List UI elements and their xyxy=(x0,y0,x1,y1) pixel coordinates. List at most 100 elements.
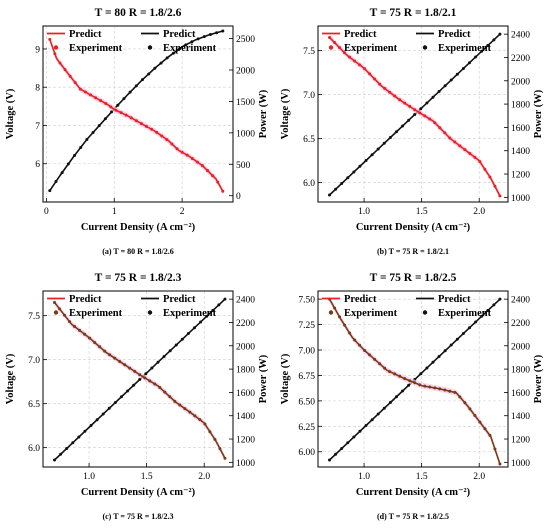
voltage-experiment-point xyxy=(378,82,382,86)
voltage-predict-line xyxy=(49,39,224,192)
legend: Predict Experiment Predict Experiment xyxy=(322,294,492,319)
chart-panel-c: T = 75 R = 1.8/2.3 1.0 1.5 2.0 6.0 6.5 7.0 7.5 1… xyxy=(0,265,275,529)
legend: Predict Experiment Predict Experiment xyxy=(322,29,492,54)
y-left-axis-label: Voltage (V) xyxy=(5,353,16,404)
legend-label: Experiment xyxy=(163,43,217,54)
voltage-experiment-point xyxy=(383,86,387,90)
power-experiment-point xyxy=(110,110,114,114)
legend-point-swatch xyxy=(147,45,153,50)
y-right-tick-label: 1400 xyxy=(511,147,530,157)
figure-caption: (b) T = 75 R = 1.8/2.1 xyxy=(377,247,449,256)
power-experiment-point xyxy=(60,171,64,175)
legend-label: Experiment xyxy=(69,43,123,54)
voltage-experiment-point xyxy=(493,184,497,188)
power-experiment-point xyxy=(486,309,490,313)
power-experiment-point xyxy=(401,389,405,393)
power-experiment-point xyxy=(401,124,405,128)
power-experiment-point xyxy=(89,424,93,428)
voltage-experiment-point xyxy=(358,343,362,347)
power-experiment-point xyxy=(431,360,435,364)
legend-label: Predict xyxy=(69,294,102,305)
voltage-experiment-point xyxy=(208,430,212,434)
chart-title: T = 75 R = 1.8/2.5 xyxy=(370,272,457,284)
power-experiment-point xyxy=(91,131,95,135)
voltage-experiment-point xyxy=(438,387,442,391)
voltage-experiment-point xyxy=(343,323,347,327)
y-left-tick-label: 8 xyxy=(35,84,40,94)
y-right-tick-label: 1000 xyxy=(236,459,255,469)
voltage-experiment-point xyxy=(483,427,487,431)
power-experiment-point xyxy=(211,309,215,313)
voltage-experiment-point xyxy=(468,151,472,155)
power-experiment-point xyxy=(437,355,441,359)
plot-frame xyxy=(317,290,509,468)
power-experiment-point xyxy=(407,118,411,122)
voltage-experiment-point xyxy=(203,422,207,426)
voltage-experiment-point xyxy=(155,130,159,134)
voltage-experiment-point xyxy=(134,119,138,123)
power-experiment-point xyxy=(156,360,160,364)
power-experiment-point xyxy=(116,103,120,107)
power-experiment-point xyxy=(431,95,435,99)
power-experiment-point xyxy=(103,117,107,121)
y-right-tick-label: 1600 xyxy=(236,389,255,399)
legend-label: Predict xyxy=(344,294,377,305)
voltage-experiment-point xyxy=(433,121,437,125)
power-experiment-point xyxy=(455,72,459,76)
power-experiment-point xyxy=(221,29,225,33)
voltage-experiment-point xyxy=(428,117,432,121)
y-left-tick-label: 7.5 xyxy=(28,312,40,322)
power-experiment-point xyxy=(340,182,344,186)
data-layer xyxy=(328,32,502,199)
x-axis-label: Current Density (A cm⁻²) xyxy=(356,487,471,498)
power-experiment-point xyxy=(122,97,126,101)
power-experiment-point xyxy=(474,320,478,324)
y-right-tick-label: 1000 xyxy=(511,194,530,204)
legend-point-swatch xyxy=(422,45,428,50)
power-experiment-point xyxy=(97,124,101,128)
voltage-experiment-point xyxy=(63,313,67,317)
voltage-experiment-point xyxy=(103,349,107,353)
power-experiment-point xyxy=(71,441,75,445)
y-right-tick-label: 1800 xyxy=(511,366,530,376)
power-experiment-point xyxy=(159,61,163,65)
power-experiment-point xyxy=(162,355,166,359)
power-experiment-point xyxy=(85,137,89,141)
power-experiment-point xyxy=(328,193,332,197)
power-experiment-point xyxy=(217,303,221,307)
legend-point-swatch xyxy=(328,45,334,50)
power-experiment-point xyxy=(334,187,338,191)
voltage-experiment-point xyxy=(488,175,492,179)
voltage-experiment-point xyxy=(448,136,452,140)
voltage-experiment-point xyxy=(153,382,157,386)
voltage-experiment-point xyxy=(221,189,225,193)
power-experiment-point xyxy=(153,66,157,70)
power-experiment-point xyxy=(425,101,429,105)
voltage-experiment-point xyxy=(63,68,67,72)
y-right-axis-label: Power (W) xyxy=(533,354,544,403)
power-experiment-point xyxy=(461,332,465,336)
y-left-tick-label: 6.00 xyxy=(298,448,315,458)
voltage-experiment-point xyxy=(170,142,174,146)
voltage-experiment-point xyxy=(83,332,87,336)
voltage-experiment-point xyxy=(413,381,417,385)
power-experiment-point xyxy=(190,40,194,44)
voltage-experiment-point xyxy=(453,390,457,394)
chart-title: T = 80 R = 1.8/2.6 xyxy=(95,7,182,19)
chart-panel-d: T = 75 R = 1.8/2.5 1.0 1.5 2.0 6.00 6.25 6.50 6… xyxy=(275,265,550,529)
power-experiment-point xyxy=(328,458,332,462)
voltage-experiment-point xyxy=(148,379,152,383)
voltage-experiment-point xyxy=(133,369,137,373)
power-experiment-point xyxy=(186,332,190,336)
plot-frame xyxy=(317,25,509,203)
y-left-tick-label: 6 xyxy=(35,160,40,170)
voltage-experiment-point xyxy=(53,300,57,304)
power-experiment-point xyxy=(461,67,465,71)
y-left-tick-label: 7.50 xyxy=(298,296,315,306)
power-experiment-point xyxy=(95,418,99,422)
voltage-experiment-point xyxy=(398,374,402,378)
power-experiment-point xyxy=(394,395,398,399)
x-tick-label: 0 xyxy=(44,207,49,217)
power-experiment-point xyxy=(107,406,111,410)
voltage-experiment-point xyxy=(168,395,172,399)
